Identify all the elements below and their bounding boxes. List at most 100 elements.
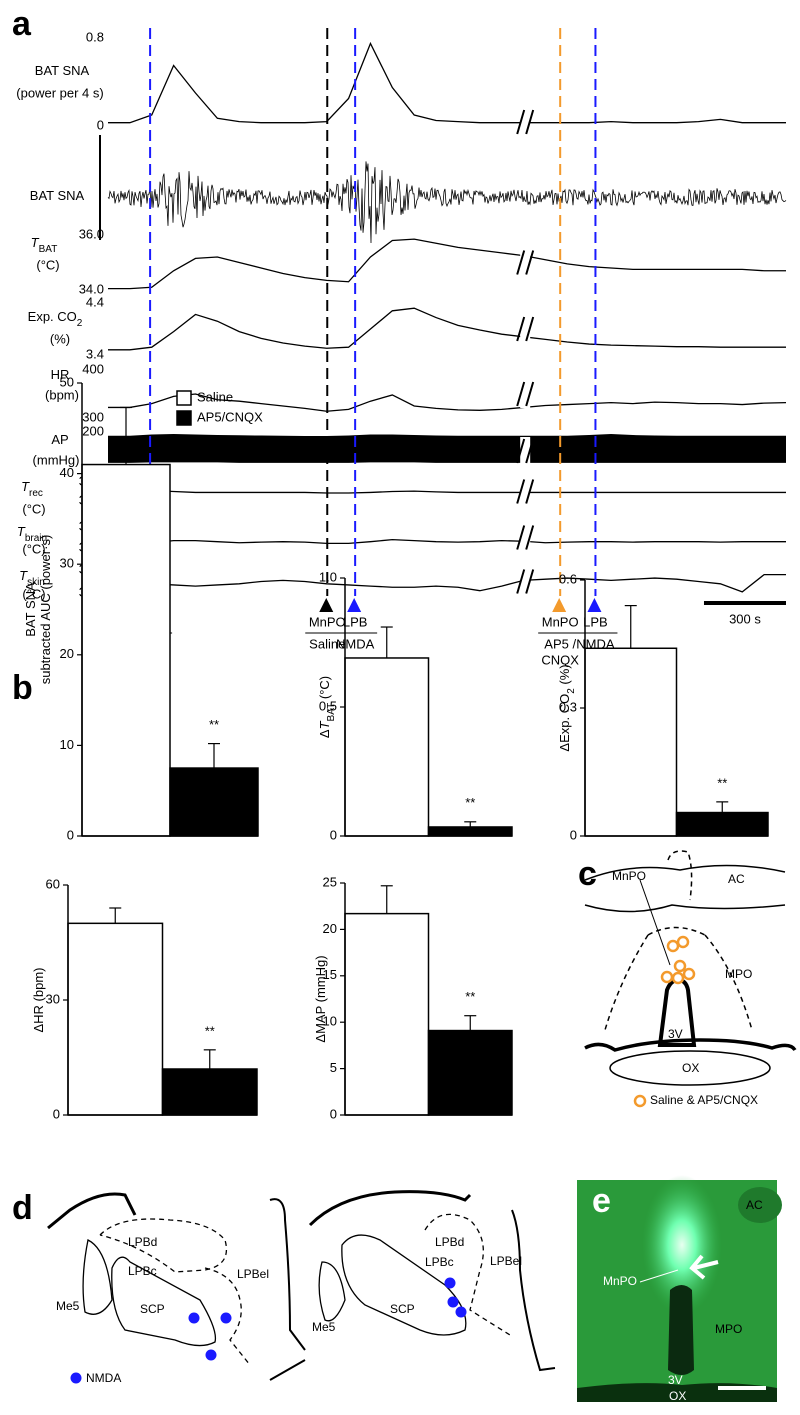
- bar: [67, 922, 164, 1116]
- outline: [511, 1209, 556, 1372]
- fluorescence: [642, 1175, 722, 1315]
- axis-break: [516, 381, 535, 407]
- outline: [584, 1038, 797, 1052]
- y-tick-label: 20: [323, 921, 337, 936]
- text-part: T: [21, 479, 30, 494]
- text-part: brain: [25, 533, 47, 544]
- bar: [427, 1029, 513, 1116]
- me5: [318, 1261, 346, 1322]
- bar: [161, 1068, 258, 1116]
- text-part: subtracted AUC (power·s): [38, 535, 53, 685]
- text-part: 2: [566, 688, 577, 694]
- legend-swatch: [176, 390, 192, 406]
- label: SCP: [390, 1302, 415, 1316]
- y-tick-label: 50: [60, 374, 74, 389]
- event-site: LPB: [583, 614, 608, 629]
- label: MPO: [715, 1322, 742, 1336]
- axis-break: [516, 569, 535, 594]
- y-tick-label: 0.3: [559, 699, 577, 714]
- event-arrow: [347, 598, 362, 612]
- event-arrow: [319, 598, 334, 612]
- site: [220, 1312, 232, 1324]
- y-tick-label: 0: [570, 827, 577, 842]
- event-drug: AP5 /: [544, 636, 576, 651]
- bar: [344, 657, 430, 837]
- axis-break: [520, 315, 531, 343]
- text-part: (%): [557, 664, 572, 688]
- label: LPBel: [490, 1254, 522, 1268]
- outline: [424, 1213, 511, 1336]
- time-scale-label: 300 s: [729, 611, 761, 626]
- text-part: rec: [29, 488, 43, 499]
- y-tick-label: 0: [330, 827, 337, 842]
- y-tick-label: 200: [82, 423, 104, 438]
- axis-break: [520, 108, 531, 136]
- text-part: T: [17, 524, 26, 539]
- y-tick-label: 0: [67, 827, 74, 842]
- outline: [584, 864, 786, 881]
- label: MnPO: [603, 1274, 637, 1288]
- label: LPBc: [425, 1255, 454, 1269]
- label: Me5: [56, 1299, 80, 1313]
- leader-line: [639, 1269, 679, 1283]
- y-tick-label: 0: [53, 1106, 60, 1121]
- trace-label: Tskin: [19, 568, 45, 588]
- trace-line: [108, 238, 786, 290]
- me5: [82, 1239, 113, 1315]
- trace-label: BAT SNA: [30, 188, 85, 203]
- injection-sites: [70, 1277, 467, 1384]
- legend-marker: [633, 1094, 647, 1108]
- y-tick-label: 60: [46, 876, 60, 891]
- text-part: BAT: [39, 244, 58, 255]
- trace-label: TBAT: [31, 235, 58, 255]
- site: [660, 970, 674, 984]
- site: [188, 1312, 200, 1324]
- y-axis-label: BAT SNA: [23, 582, 38, 637]
- trace-units: (%): [50, 331, 70, 346]
- raw-trace: [107, 161, 787, 244]
- text-part: T: [31, 235, 40, 250]
- text-part: BAT SNA: [23, 582, 38, 637]
- trace-line: [108, 393, 787, 412]
- bar: [344, 912, 430, 1116]
- site: [673, 959, 687, 973]
- trace-label: Trec: [21, 479, 43, 499]
- label: LPBc: [128, 1264, 157, 1278]
- y-tick-label: 10: [60, 737, 74, 752]
- text-part: T: [317, 720, 332, 729]
- arrow: [689, 1254, 719, 1280]
- site: [671, 971, 685, 985]
- trace-label: HR: [51, 367, 70, 382]
- axis-break: [520, 567, 531, 596]
- trace-units: (°C): [36, 257, 59, 272]
- trace-units: (power per 4 s): [16, 85, 103, 100]
- legend-marker: [70, 1372, 82, 1384]
- outline: [47, 1192, 137, 1230]
- y-axis-label: subtracted AUC (power·s): [38, 535, 53, 685]
- y-tick-label: 30: [60, 556, 74, 571]
- trace-label: AP: [51, 432, 68, 447]
- y-tick-label: 15: [323, 967, 337, 982]
- axis-break: [516, 438, 535, 464]
- site: [455, 1306, 467, 1318]
- y-axis-label: ΔExp. CO2 (%): [557, 664, 577, 751]
- event-site: MnPO: [542, 614, 579, 629]
- trace-units: (°C): [22, 541, 45, 556]
- scp: [111, 1256, 217, 1347]
- trace-label: Exp. CO2: [28, 309, 83, 329]
- site: [676, 935, 690, 949]
- label: Me5: [312, 1320, 336, 1334]
- bar: [675, 811, 769, 837]
- label: LPBd: [128, 1235, 157, 1249]
- text-part: Exp. CO: [28, 309, 77, 324]
- trace-line: [108, 307, 786, 351]
- text-part: Δ: [317, 729, 332, 738]
- site: [682, 967, 696, 981]
- label: MPO: [725, 967, 752, 981]
- text-part: ΔMAP (mmHg): [313, 955, 328, 1042]
- text-part: 2: [77, 318, 83, 329]
- y-tick-label: 4.4: [86, 294, 104, 309]
- y-axis-label: ΔTBAT (°C): [317, 676, 337, 738]
- y-tick-label: 10: [323, 1014, 337, 1029]
